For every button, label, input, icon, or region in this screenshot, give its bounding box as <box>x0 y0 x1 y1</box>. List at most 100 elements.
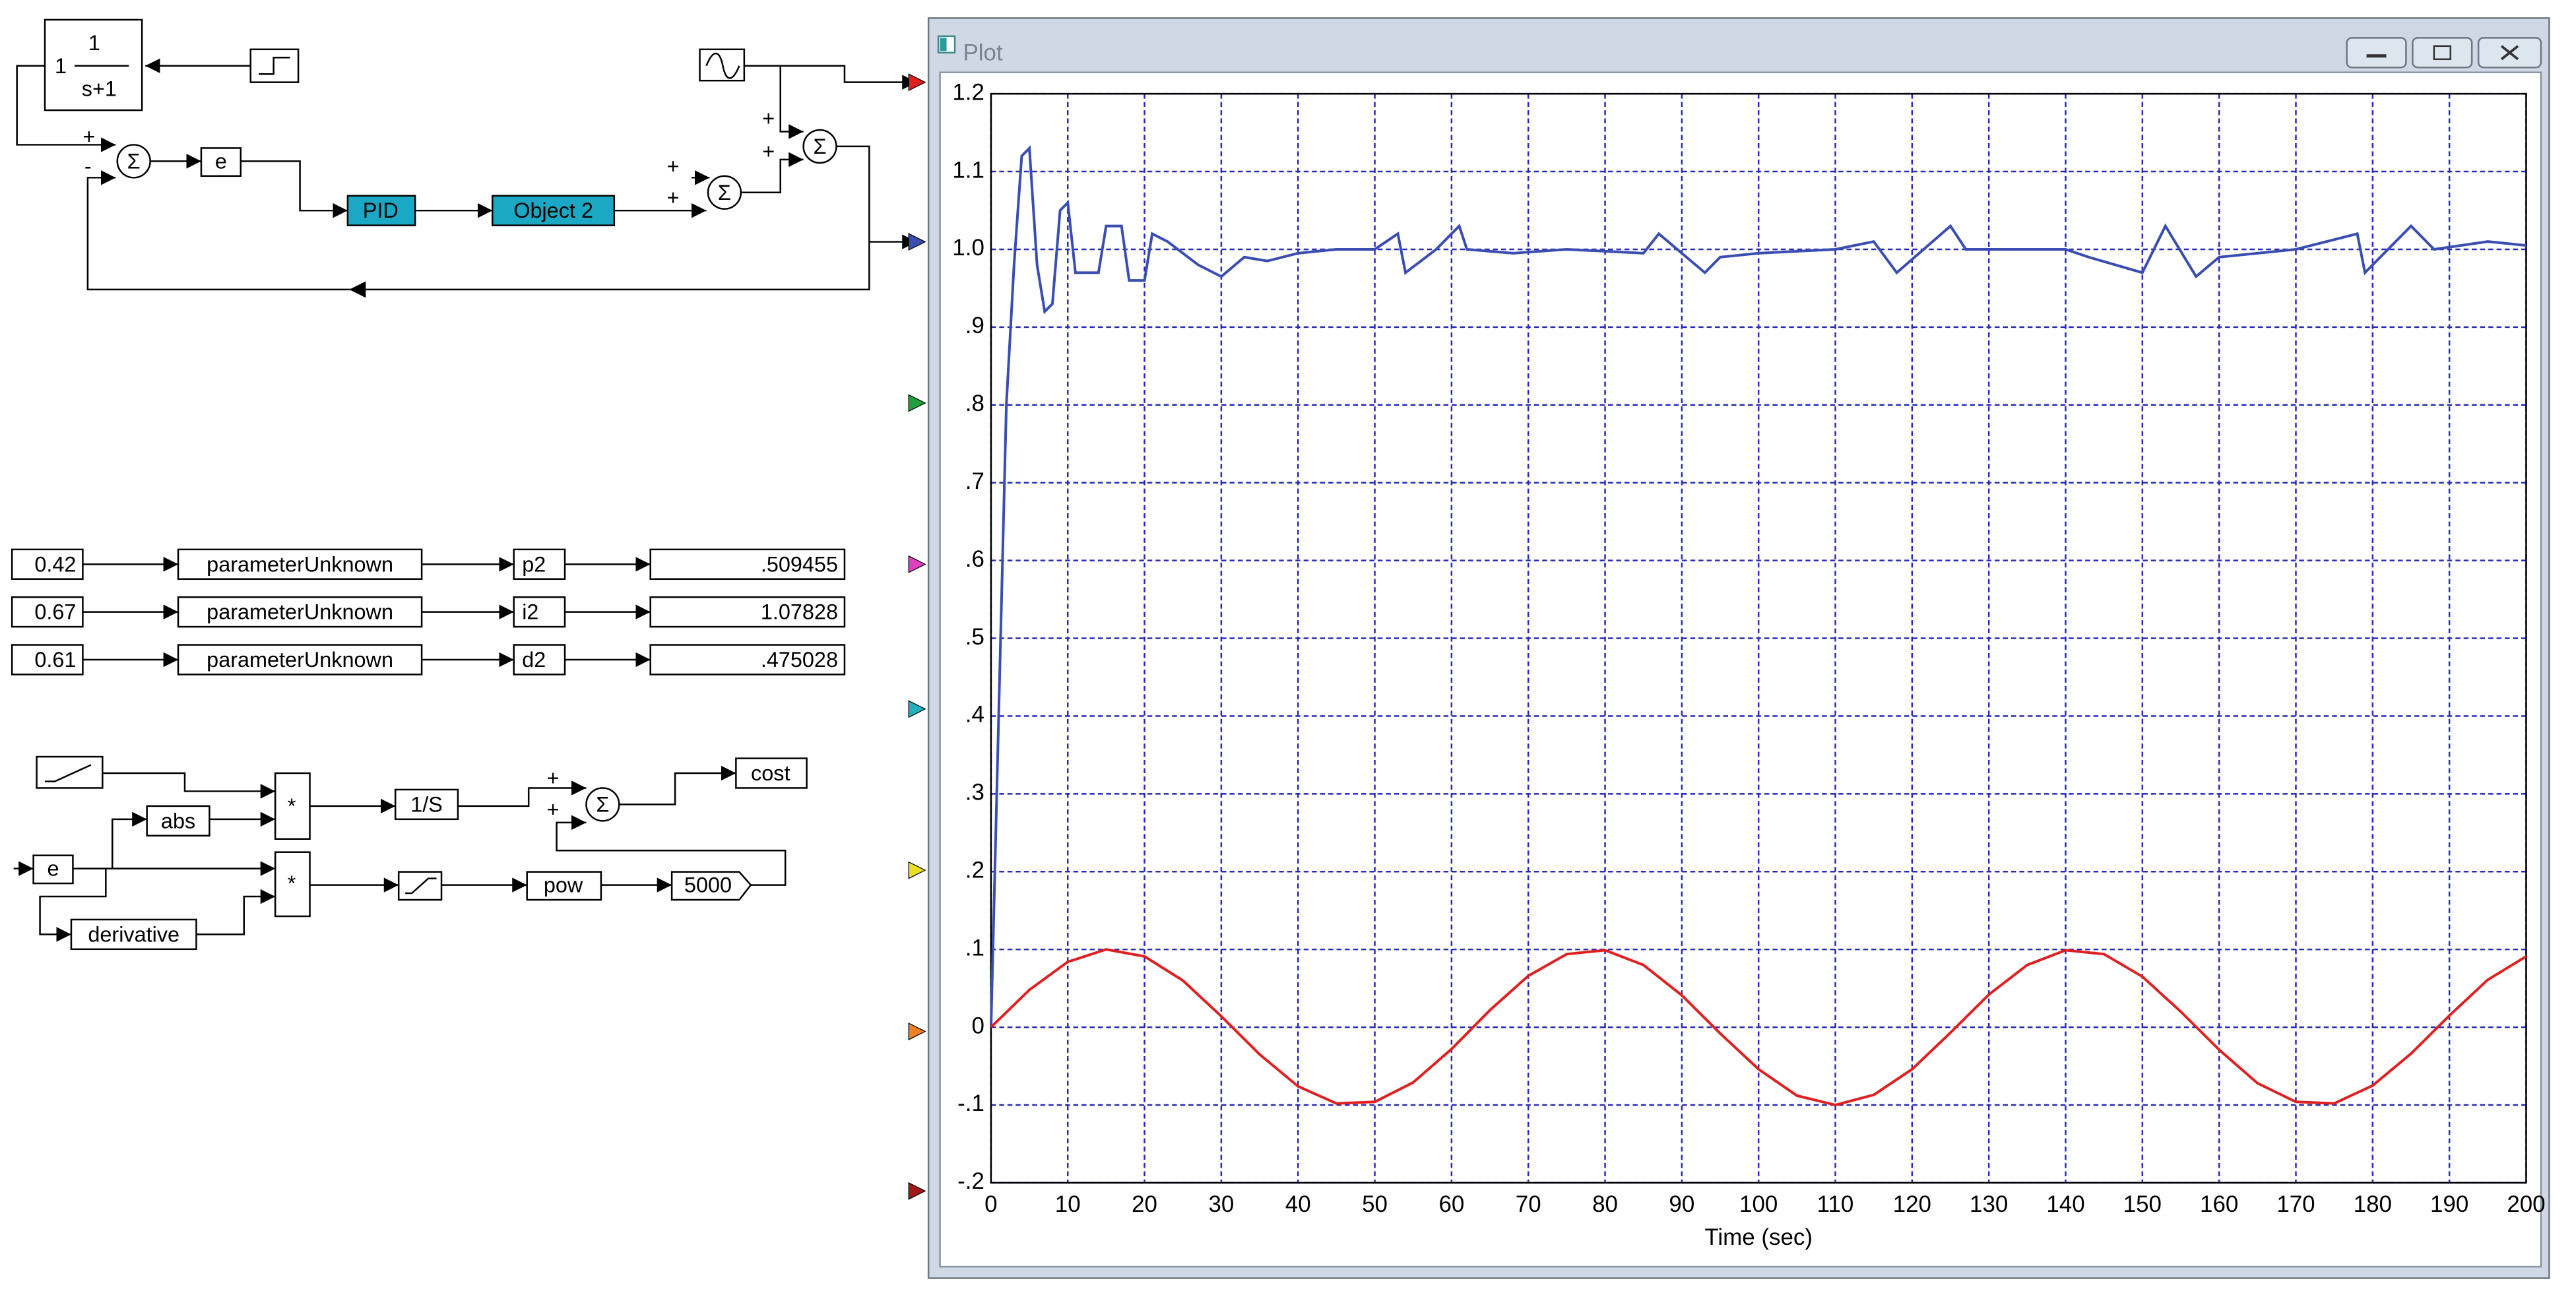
plot-input[interactable] <box>908 233 926 251</box>
wire <box>102 772 276 799</box>
abs-label: abs <box>161 809 195 833</box>
wire <box>744 65 804 139</box>
tf-denominator: s+1 <box>82 77 117 101</box>
window-title: Plot <box>963 40 1003 66</box>
wire <box>619 765 736 805</box>
param-label: parameterUnknown <box>207 552 393 576</box>
pid-block[interactable] <box>346 195 416 226</box>
x-tick-label: 30 <box>1208 1191 1234 1217</box>
x-tick-label: 100 <box>1739 1191 1778 1217</box>
param-block[interactable] <box>177 548 423 581</box>
x-tick-label: 180 <box>2354 1191 2392 1217</box>
plot: -.2 -.1 0 .1 .2 .3 .4 .5 .6 .7 .8 .9 1.0 1.1 1.2 0 10 20 3… <box>952 79 2545 1250</box>
maximize-icon <box>2433 45 2452 61</box>
x-tick-label: 140 <box>2046 1191 2084 1217</box>
param-label: parameterUnknown <box>207 648 393 672</box>
param-block[interactable] <box>649 548 846 581</box>
y-tick-label: .6 <box>965 546 984 572</box>
ramp-icon <box>45 764 92 782</box>
param-block[interactable] <box>649 644 846 676</box>
pow-block[interactable] <box>526 871 602 901</box>
multiply-block[interactable] <box>274 851 311 918</box>
param-block[interactable] <box>11 596 84 628</box>
x-tick-label: 60 <box>1438 1191 1464 1217</box>
param-block[interactable] <box>513 548 566 581</box>
y-tick-label: .7 <box>965 468 984 494</box>
param-block[interactable] <box>11 644 84 676</box>
sign: - <box>84 154 92 178</box>
wire <box>240 160 348 218</box>
ramp-block[interactable] <box>36 755 104 789</box>
param-block[interactable] <box>177 644 423 676</box>
pow-label: pow <box>544 873 583 897</box>
window-icon-part <box>940 38 947 51</box>
x-tick-label: 170 <box>2276 1191 2315 1217</box>
sign: + <box>667 185 680 209</box>
close-icon <box>2500 45 2519 61</box>
variable-label: e <box>48 857 59 881</box>
x-tick-label: 40 <box>1285 1191 1311 1217</box>
y-tick-label: -.1 <box>957 1090 984 1116</box>
param-block[interactable] <box>649 596 846 628</box>
derivative-block[interactable] <box>70 918 197 951</box>
param-block[interactable] <box>11 548 84 581</box>
series-line <box>990 948 2527 1107</box>
wire <box>740 152 804 194</box>
sum-symbol: Σ <box>718 181 731 205</box>
cost-label: cost <box>751 761 790 785</box>
y-tick-label: 1.1 <box>952 157 984 183</box>
derivative-label: derivative <box>88 922 179 946</box>
y-tick-label: 1.0 <box>952 235 984 261</box>
param-label: 0.42 <box>34 552 76 576</box>
plot-client <box>939 71 2542 1268</box>
x-tick-label: 130 <box>1970 1191 2008 1217</box>
plot-input[interactable] <box>908 73 926 92</box>
multiply-label: * <box>288 794 296 818</box>
wire <box>39 868 107 942</box>
x-tick-label: 10 <box>1055 1191 1081 1217</box>
param-label: 0.61 <box>34 648 76 672</box>
param-label: p2 <box>522 552 546 576</box>
integrator-label: 1/S <box>410 792 443 816</box>
multiply-block[interactable] <box>274 772 311 840</box>
parameter-rows: 0.42 parameterUnknown p2 .509455 0.67 paramet… <box>11 548 846 676</box>
x-tick-label: 0 <box>984 1191 997 1217</box>
plot-input[interactable] <box>908 1023 926 1040</box>
x-tick-label: 160 <box>2200 1191 2238 1217</box>
object-block[interactable] <box>492 195 616 226</box>
cost-block[interactable] <box>735 757 808 789</box>
y-tick-label: .3 <box>965 780 984 805</box>
wire <box>196 889 276 935</box>
plot-input[interactable] <box>908 1182 926 1200</box>
plot-input[interactable] <box>908 394 926 412</box>
x-tick-label: 150 <box>2123 1191 2162 1217</box>
y-tick-label: .4 <box>965 702 984 728</box>
variable-label: e <box>215 149 227 173</box>
sum-symbol: Σ <box>814 135 827 158</box>
param-label: i2 <box>522 600 538 624</box>
pid-label: PID <box>363 199 399 222</box>
sign: + <box>667 154 680 178</box>
wire <box>457 780 587 807</box>
wire <box>86 145 870 291</box>
integrator-block[interactable] <box>394 788 459 821</box>
y-tick-label: .2 <box>965 857 984 883</box>
variable-block[interactable] <box>32 854 74 885</box>
x-tick-label: 200 <box>2507 1191 2545 1217</box>
minimize-button[interactable] <box>2346 37 2407 69</box>
sign: + <box>547 767 560 790</box>
plot-input[interactable] <box>908 861 926 879</box>
plot-input[interactable] <box>908 700 926 718</box>
plot-border <box>990 92 2527 1184</box>
param-block[interactable] <box>513 644 566 676</box>
constant-block[interactable] <box>670 871 752 901</box>
y-tick-label: 1.2 <box>952 79 984 105</box>
param-label: .475028 <box>761 648 838 672</box>
plot-input[interactable] <box>908 555 926 573</box>
x-tick-label: 90 <box>1669 1191 1694 1217</box>
sign: + <box>547 798 560 821</box>
abs-block[interactable] <box>146 805 210 837</box>
maximize-button[interactable] <box>2412 37 2473 69</box>
sign: + <box>82 125 95 148</box>
